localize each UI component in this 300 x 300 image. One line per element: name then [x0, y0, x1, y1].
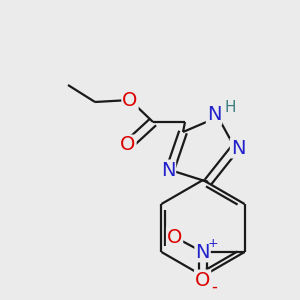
Text: N: N [231, 139, 245, 158]
Text: N: N [161, 160, 175, 179]
Text: O: O [120, 136, 136, 154]
Text: N: N [207, 106, 221, 124]
Text: N: N [195, 242, 210, 262]
Text: O: O [122, 91, 138, 110]
Text: -: - [212, 278, 218, 296]
Text: H: H [224, 100, 236, 115]
Text: +: + [207, 236, 218, 250]
Text: O: O [195, 271, 210, 290]
Text: O: O [167, 227, 182, 247]
